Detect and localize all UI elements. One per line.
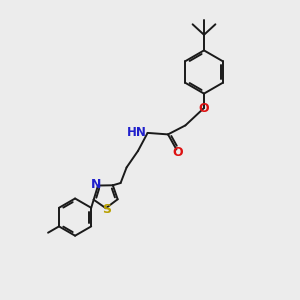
Text: N: N: [91, 178, 102, 191]
Text: HN: HN: [127, 126, 147, 139]
Text: O: O: [172, 146, 183, 159]
Text: O: O: [199, 101, 209, 115]
Text: S: S: [103, 203, 112, 216]
